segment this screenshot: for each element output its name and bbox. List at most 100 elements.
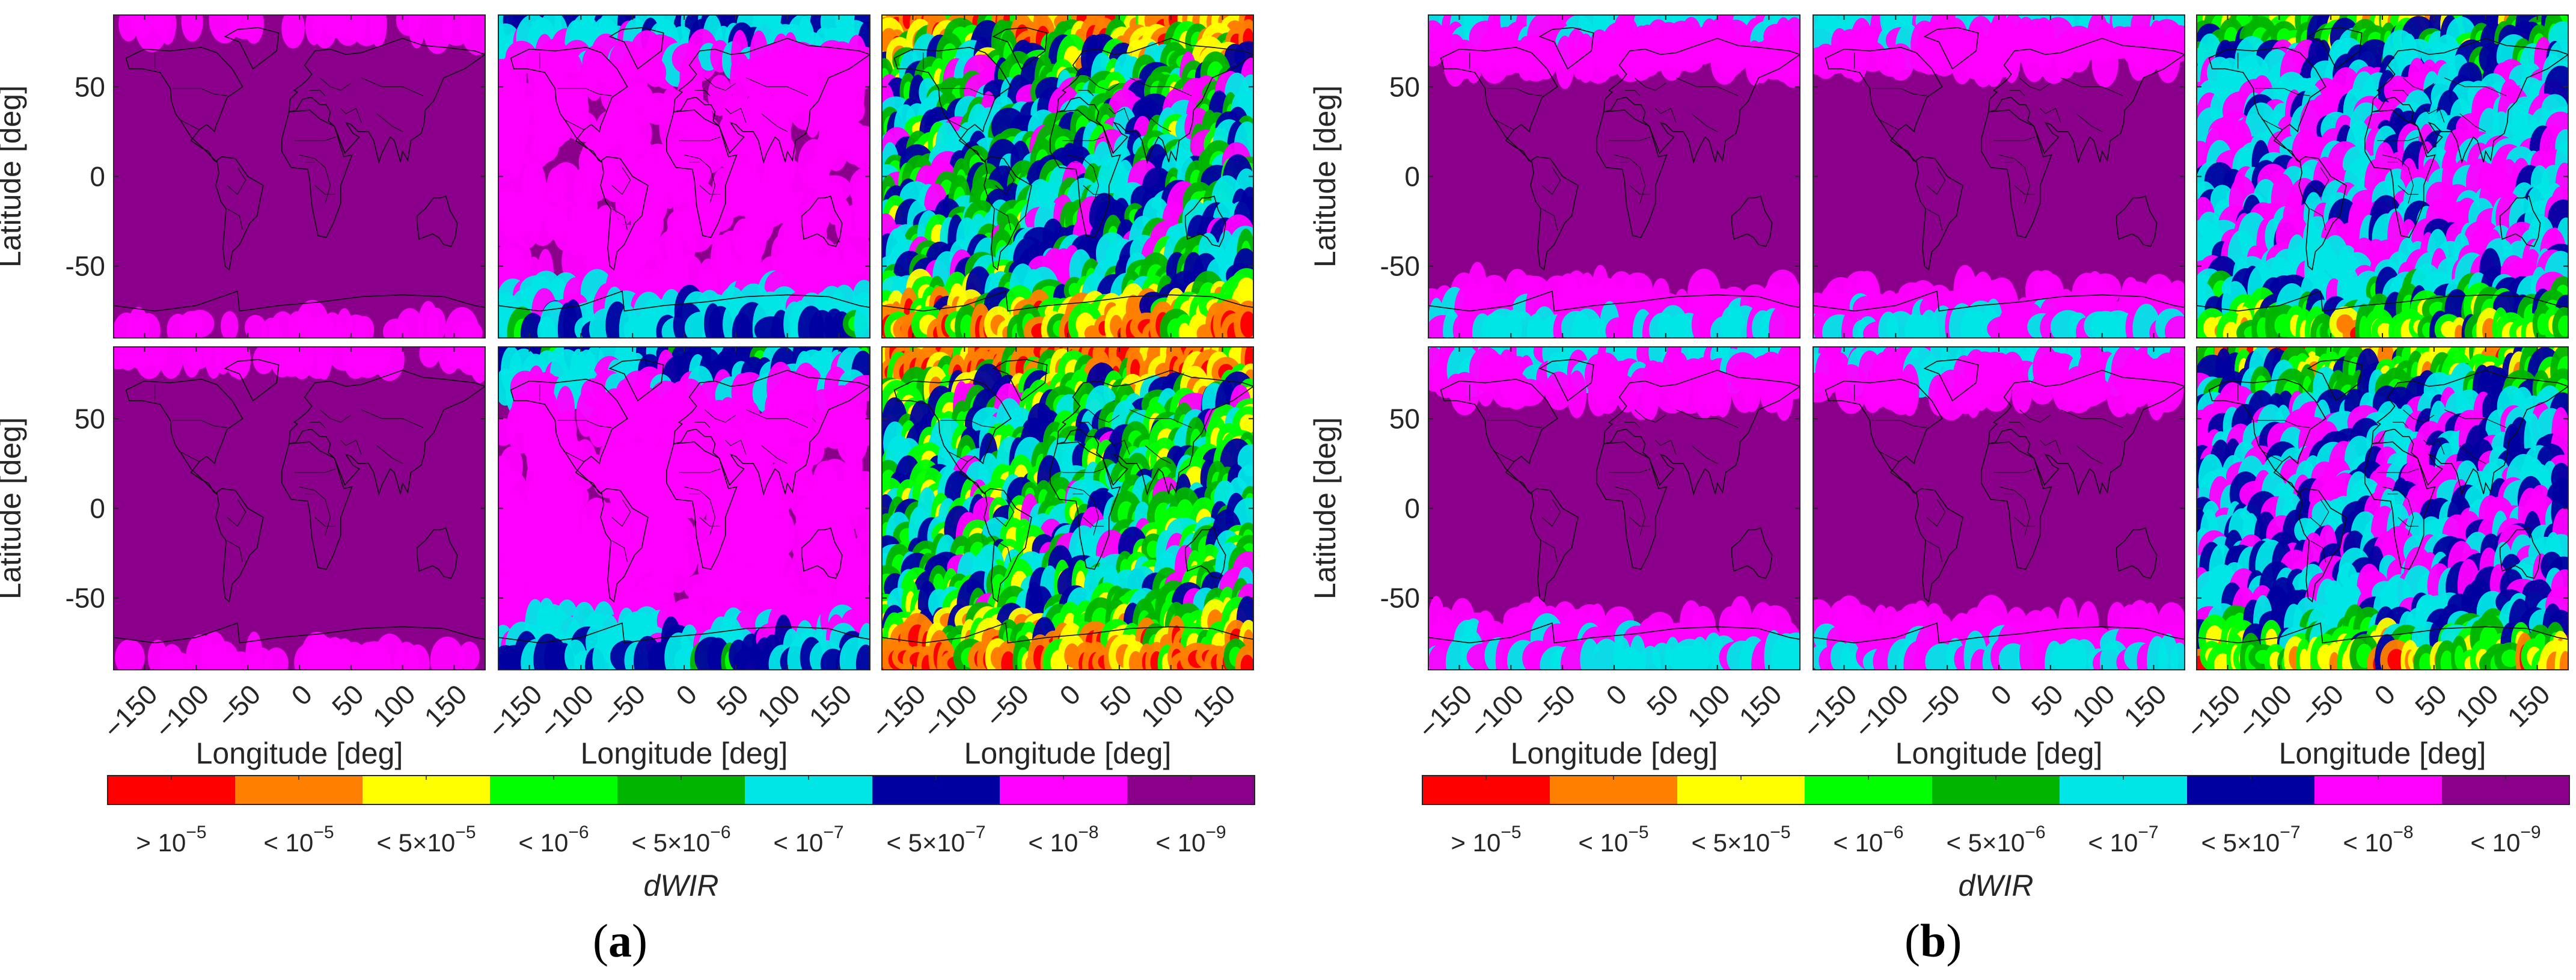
contour-blob [243, 3, 264, 44]
contour-blob [427, 308, 445, 343]
x-tick-label: −50 [211, 678, 266, 733]
x-tick-label: −150 [1412, 678, 1478, 744]
base-level [114, 347, 485, 670]
contour-blob [419, 339, 439, 367]
x-tick-label: 100 [1681, 678, 1736, 733]
contour-blob [452, 320, 483, 346]
colorbar-class-label: > 10−5 [136, 822, 206, 857]
contour-blob [848, 126, 881, 169]
x-tick-label: 150 [803, 678, 858, 733]
contour-blob [1743, 378, 1760, 412]
contour-blob [703, 206, 733, 231]
map-a-r1-c0-field [105, 326, 490, 688]
x-tick-label: 50 [1094, 678, 1138, 722]
contour-blob [2092, 40, 2119, 88]
contour-blob [1514, 379, 1545, 406]
contour-blob [281, 8, 305, 49]
x-tick-label: 100 [1135, 678, 1190, 733]
y-tick-label: 50 [75, 403, 105, 434]
contour-blob [459, 642, 480, 671]
x-axis-label: Longitude [deg] [196, 737, 403, 770]
contour-blob [159, 3, 176, 45]
x-tick-label: −50 [1526, 678, 1581, 733]
map-b-r0-c0-field [1418, 0, 1812, 359]
y-tick-label: -50 [66, 583, 105, 614]
contour-blob [1714, 373, 1731, 418]
x-tick-label: −50 [596, 678, 651, 733]
colorbar-class-label: < 10−9 [1155, 822, 1226, 857]
x-tick-label: 150 [418, 678, 473, 733]
contour-blob [470, 338, 490, 383]
map-a-r0-c1 [485, 0, 881, 360]
colorbar-swatch [108, 776, 235, 804]
x-tick-label: −100 [917, 678, 983, 744]
x-tick-label: 50 [711, 678, 754, 722]
contour-blob [135, 313, 160, 348]
contour-blob [2165, 316, 2195, 347]
y-tick-label: 50 [1389, 403, 1420, 434]
x-tick-label: 150 [1733, 678, 1788, 733]
contour-blob [355, 316, 374, 343]
contour-blob [264, 648, 288, 679]
map-a-r1-c1-field [486, 327, 884, 687]
colorbar-class-label: < 5×10−7 [886, 822, 985, 857]
y-tick-label: 50 [75, 71, 105, 102]
map-a-r0-c0-field [112, 0, 494, 358]
contour-blob [1640, 37, 1662, 76]
x-tick-label: −100 [533, 678, 599, 744]
map-a-r1-c2-field [870, 325, 1267, 691]
map-b-r1-c0-field [1416, 325, 1813, 692]
y-tick-label: 50 [1389, 71, 1420, 102]
x-tick-label: 0 [670, 678, 703, 711]
contour-blob [1534, 32, 1558, 80]
x-tick-label: −150 [97, 678, 164, 744]
y-axis-label: Latitude [deg] [1308, 85, 1342, 268]
colorbar-swatch [235, 776, 363, 804]
x-tick-label: −100 [148, 678, 215, 744]
map-a-r0-c1-field [485, 0, 881, 360]
map-b-r1-c1-field [1800, 325, 2195, 691]
contour-core [1179, 323, 1190, 344]
y-tick-label: -50 [1380, 583, 1420, 614]
contour-blob [856, 645, 876, 684]
x-tick-label: 0 [285, 678, 318, 711]
contour-blob [1779, 41, 1808, 88]
contour-blob [683, 225, 712, 253]
contour-blob [461, 3, 494, 55]
x-axis-label: Longitude [deg] [964, 737, 1172, 770]
contour-blob [1451, 372, 1479, 415]
colorbar-class-label: < 10−6 [518, 822, 589, 857]
colorbar-swatch [617, 776, 745, 804]
x-axis-label: Longitude [deg] [581, 737, 788, 770]
contour-blob [2067, 44, 2090, 73]
contour-blob [1677, 40, 1705, 72]
contour-core [2558, 316, 2572, 337]
x-tick-label: −150 [866, 678, 932, 744]
colorbar-class-label: < 10−8 [1028, 822, 1098, 857]
colorbar-swatch [1127, 776, 1255, 804]
y-axis-label: Latitude [deg] [0, 417, 27, 599]
y-tick-label: 0 [90, 161, 105, 192]
colorbar-swatch [363, 776, 490, 804]
y-tick-label: 0 [1404, 493, 1420, 524]
contour-blob [405, 645, 430, 683]
map-a-r0-c2-field [870, 0, 1265, 357]
colorbar-class-label: < 5×10−5 [376, 822, 476, 857]
x-tick-label: 100 [367, 678, 421, 733]
y-tick-label: 0 [1404, 161, 1420, 192]
colorbar-swatch [872, 776, 1000, 804]
colorbar-swatch [745, 776, 872, 804]
contour-blob [644, 58, 666, 87]
x-tick-label: −100 [1463, 678, 1529, 744]
y-tick-label: -50 [66, 251, 105, 282]
map-a-r0-c2 [870, 0, 1265, 357]
contour-blob [1779, 632, 1813, 683]
colorbar-class-label: < 10−7 [773, 822, 843, 857]
